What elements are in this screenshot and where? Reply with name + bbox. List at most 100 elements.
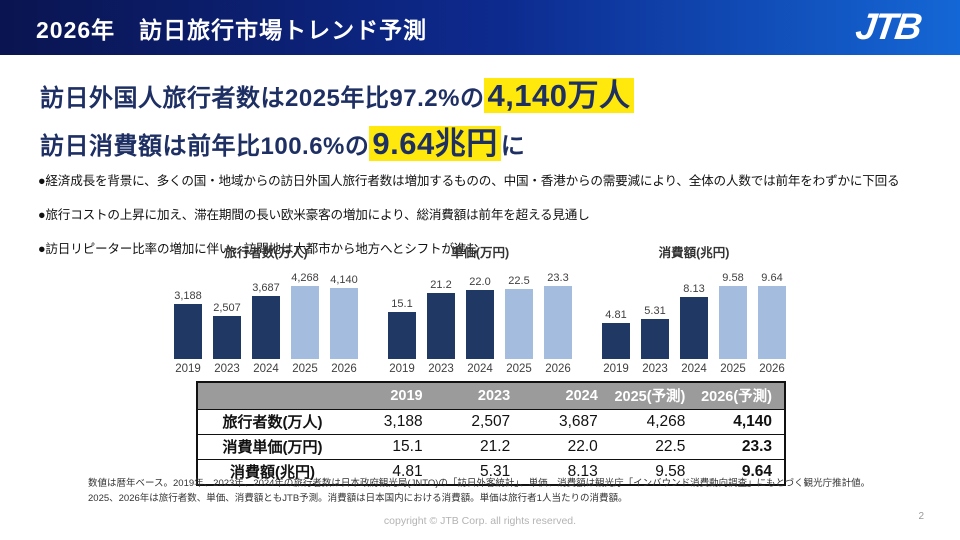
footnote-line-1: 数値は暦年ベース。2019年、2023年、2024年の旅行者数は日本政府観光局(… (88, 478, 871, 489)
bar-value-label: 4,268 (291, 272, 319, 284)
bar-column: 4,140 (325, 274, 364, 359)
bar-actual (427, 293, 455, 359)
table-header-row: 2019 2023 2024 2025(予測) 2026(予測) (197, 382, 785, 410)
bar-value-label: 9.64 (761, 272, 783, 284)
bar-chart-1: 単価(万円) 15.1 21.2 22.0 22.5 23.3 2019 2023 2024 20… (382, 242, 578, 375)
x-axis-tick: 2023 (214, 363, 240, 375)
x-axis-tick: 2025 (720, 363, 746, 375)
x-axis-tick: 2026 (759, 363, 785, 375)
header-bar: 2026年 訪日旅行市場トレンド予測 JTB (0, 0, 960, 55)
page-title: 2026年 訪日旅行市場トレンド予測 (36, 16, 428, 43)
bar-column: 5.31 (636, 305, 675, 359)
table-row: 旅行者数(万人) 3,188 2,507 3,687 4,268 4,140 (197, 409, 785, 435)
bar-column: 21.2 (422, 279, 461, 359)
table-year-header: 2023 (434, 382, 523, 410)
bar-column: 2,507 (208, 302, 247, 359)
bar-value-label: 15.1 (391, 298, 413, 310)
bar-value-label: 4,140 (330, 274, 358, 286)
table-value-cell: 15.1 (347, 434, 435, 460)
table-row-label: 旅行者数(万人) (197, 409, 347, 435)
bar-forecast (291, 286, 319, 359)
bar-column: 8.13 (675, 283, 714, 359)
bar-actual (602, 323, 630, 359)
chart-plot-area: 3,188 2,507 3,687 4,268 4,140 (168, 267, 364, 359)
key-points-list: ●経済成長を背景に、多くの国・地域からの訪日外国人旅行者数は増加するものの、中国… (38, 170, 900, 272)
table-value-cell: 9.58 (609, 459, 698, 485)
chart-plot-area: 4.81 5.31 8.13 9.58 9.64 (596, 267, 792, 359)
headline-spending-suffix: に (500, 133, 526, 160)
table-value-cell: 4.81 (347, 459, 435, 485)
headline-travelers-text: 訪日外国人旅行者数は2025年比97.2%の (40, 85, 485, 112)
table-year-header: 2025(予測) (609, 382, 698, 410)
bar-value-label: 22.5 (508, 275, 530, 287)
table-value-cell: 8.13 (522, 459, 610, 485)
table-row: 消費単価(万円) 15.1 21.2 22.0 22.5 23.3 (197, 434, 785, 460)
bar-value-label: 5.31 (644, 305, 666, 317)
copyright-text: copyright © JTB Corp. all rights reserve… (383, 515, 577, 527)
headline-spending: 訪日消費額は前年比100.6%の9.64兆円に (40, 126, 525, 161)
bar-actual (252, 296, 280, 359)
bar-forecast (719, 286, 747, 359)
charts-row: 旅行者数(万人) 3,188 2,507 3,687 4,268 4,140 2019 202… (0, 242, 960, 375)
bar-column: 23.3 (539, 272, 578, 359)
table-value-cell: 4,268 (609, 409, 698, 435)
table-value-cell: 23.3 (697, 434, 785, 460)
headline-travelers-highlight: 4,140万人 (484, 78, 634, 113)
bar-column: 15.1 (383, 298, 422, 359)
chart-title: 旅行者数(万人) (224, 246, 308, 260)
table-value-cell: 22.5 (609, 434, 698, 460)
bar-column: 3,188 (169, 290, 208, 359)
table-row-label: 消費単価(万円) (197, 434, 347, 460)
chart-plot-area: 15.1 21.2 22.0 22.5 23.3 (382, 267, 578, 359)
bar-actual (174, 304, 202, 359)
footnotes: 数値は暦年ベース。2019年、2023年、2024年の旅行者数は日本政府観光局(… (88, 477, 870, 506)
headline-spending-highlight: 9.64兆円 (369, 126, 501, 161)
bar-column: 4.81 (597, 309, 636, 359)
bar-forecast (758, 286, 786, 359)
table-value-cell: 3,687 (522, 409, 610, 435)
x-axis-tick: 2019 (175, 363, 201, 375)
table-value-cell: 9.64 (697, 459, 785, 485)
bar-chart-2: 消費額(兆円) 4.81 5.31 8.13 9.58 9.64 2019 2023 2024 2… (596, 242, 792, 375)
bar-forecast (544, 286, 572, 359)
page-number: 2 (918, 511, 924, 522)
bar-value-label: 3,687 (252, 282, 280, 294)
x-axis-tick: 2026 (545, 363, 571, 375)
bar-actual (466, 290, 494, 359)
bar-forecast (330, 288, 358, 359)
bar-value-label: 22.0 (469, 276, 491, 288)
headline-travelers: 訪日外国人旅行者数は2025年比97.2%の4,140万人 (40, 78, 634, 113)
bar-actual (388, 312, 416, 359)
table-year-header: 2019 (347, 382, 435, 410)
bar-value-label: 4.81 (605, 309, 627, 321)
bar-value-label: 9.58 (722, 272, 744, 284)
x-axis-tick: 2024 (681, 363, 707, 375)
bar-column: 4,268 (286, 272, 325, 359)
bar-column: 3,687 (247, 282, 286, 359)
chart-title: 消費額(兆円) (658, 246, 730, 260)
bar-value-label: 8.13 (683, 283, 705, 295)
table-corner-cell (197, 382, 347, 410)
table-value-cell: 4,140 (697, 409, 785, 435)
bar-column: 22.0 (461, 276, 500, 359)
bar-actual (213, 316, 241, 359)
bar-column: 22.5 (500, 275, 539, 359)
chart-title: 単価(万円) (450, 246, 510, 260)
chart-x-axis: 2019 2023 2024 2025 2026 (382, 363, 578, 375)
key-point-item: ●旅行コストの上昇に加え、滞在期間の長い欧米豪客の増加により、総消費額は前年を超… (38, 208, 590, 222)
x-axis-tick: 2024 (467, 363, 493, 375)
x-axis-tick: 2025 (292, 363, 318, 375)
table-value-cell: 22.0 (522, 434, 610, 460)
summary-table: 2019 2023 2024 2025(予測) 2026(予測) 旅行者数(万人) 3,18… (196, 381, 786, 486)
chart-x-axis: 2019 2023 2024 2025 2026 (596, 363, 792, 375)
bar-chart-0: 旅行者数(万人) 3,188 2,507 3,687 4,268 4,140 2019 202… (168, 242, 364, 375)
bar-actual (680, 297, 708, 359)
footnote-line-2: 2025、2026年は旅行者数、単価、消費額ともJTB予測。消費額は日本国内にお… (88, 492, 628, 504)
headline-spending-text: 訪日消費額は前年比100.6%の (40, 133, 370, 160)
bar-column: 9.58 (714, 272, 753, 359)
table-year-header: 2026(予測) (697, 382, 785, 410)
chart-x-axis: 2019 2023 2024 2025 2026 (168, 363, 364, 375)
table-value-cell: 5.31 (434, 459, 523, 485)
x-axis-tick: 2019 (389, 363, 415, 375)
